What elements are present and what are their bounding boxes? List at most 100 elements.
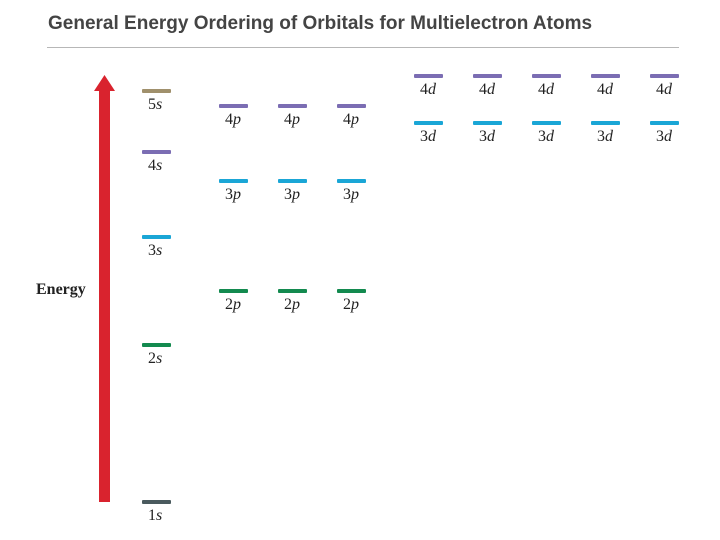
- orbital-4p-1-label-n: 4: [225, 111, 233, 128]
- orbital-2s-label-n: 2: [148, 350, 156, 367]
- orbital-3d-2-label-l: d: [487, 128, 495, 145]
- orbital-4d-2-label: 4d: [479, 82, 495, 98]
- orbital-3d-4-label-n: 3: [597, 128, 605, 145]
- orbital-4p-3-label-n: 4: [343, 111, 351, 128]
- title-divider: [47, 47, 679, 48]
- orbital-3d-3-label-l: d: [546, 128, 554, 145]
- orbital-3p-1-label-l: p: [233, 186, 241, 203]
- orbital-2p-3-label: 2p: [343, 297, 359, 313]
- orbital-4p-3-level: [337, 104, 366, 108]
- orbital-4d-1-level: [414, 74, 443, 78]
- orbital-2p-2-label-l: p: [292, 296, 300, 313]
- orbital-4s-label-n: 4: [148, 157, 156, 174]
- orbital-3p-3-level: [337, 179, 366, 183]
- orbital-4d-4-label: 4d: [597, 82, 613, 98]
- orbital-3d-4-level: [591, 121, 620, 125]
- orbital-4d-5-label-l: d: [664, 81, 672, 98]
- orbital-3d-1-label: 3d: [420, 129, 436, 145]
- orbital-1s-label: 1s: [148, 508, 162, 524]
- orbital-4p-1-level: [219, 104, 248, 108]
- orbital-4s-label: 4s: [148, 158, 162, 174]
- orbital-3p-2-label-n: 3: [284, 186, 292, 203]
- orbital-3d-1-label-n: 3: [420, 128, 428, 145]
- orbital-3p-2-label-l: p: [292, 186, 300, 203]
- orbital-3d-2-label: 3d: [479, 129, 495, 145]
- orbital-2p-3-level: [337, 289, 366, 293]
- orbital-3p-3-label-n: 3: [343, 186, 351, 203]
- orbital-4d-3-label: 4d: [538, 82, 554, 98]
- orbital-4s-level: [142, 150, 171, 154]
- orbital-2p-2-label: 2p: [284, 297, 300, 313]
- orbital-4d-4-label-l: d: [605, 81, 613, 98]
- orbital-1s-level: [142, 500, 171, 504]
- orbital-3p-3-label: 3p: [343, 187, 359, 203]
- orbital-4d-2-level: [473, 74, 502, 78]
- orbital-4d-4-level: [591, 74, 620, 78]
- orbital-4d-1-label-n: 4: [420, 81, 428, 98]
- orbital-1s-label-l: s: [156, 507, 163, 524]
- orbital-2s-label-l: s: [156, 350, 163, 367]
- orbital-4d-5-level: [650, 74, 679, 78]
- orbital-3d-4-label: 3d: [597, 129, 613, 145]
- orbital-3p-1-label: 3p: [225, 187, 241, 203]
- orbital-3d-2-level: [473, 121, 502, 125]
- orbital-4s-label-l: s: [156, 157, 163, 174]
- orbital-4p-3-label: 4p: [343, 112, 359, 128]
- orbital-4p-2-label-n: 4: [284, 111, 292, 128]
- orbital-3p-2-level: [278, 179, 307, 183]
- orbital-2p-2-label-n: 2: [284, 296, 292, 313]
- orbital-4d-3-label-l: d: [546, 81, 554, 98]
- orbital-4p-1-label-l: p: [233, 111, 241, 128]
- orbital-4d-1-label: 4d: [420, 82, 436, 98]
- orbital-3d-1-label-l: d: [428, 128, 436, 145]
- energy-arrow-head: [94, 75, 115, 91]
- energy-axis-label: Energy: [36, 281, 86, 298]
- orbital-4d-2-label-n: 4: [479, 81, 487, 98]
- orbital-3d-3-level: [532, 121, 561, 125]
- orbital-5s-label: 5s: [148, 97, 162, 113]
- orbital-4p-1-label: 4p: [225, 112, 241, 128]
- orbital-3d-2-label-n: 3: [479, 128, 487, 145]
- orbital-3p-1-label-n: 3: [225, 186, 233, 203]
- orbital-4d-2-label-l: d: [487, 81, 495, 98]
- orbital-2p-3-label-n: 2: [343, 296, 351, 313]
- orbital-3d-3-label-n: 3: [538, 128, 546, 145]
- orbital-2p-2-level: [278, 289, 307, 293]
- orbital-2p-1-level: [219, 289, 248, 293]
- orbital-1s-label-n: 1: [148, 507, 156, 524]
- orbital-4d-4-label-n: 4: [597, 81, 605, 98]
- orbital-3p-3-label-l: p: [351, 186, 359, 203]
- orbital-3d-1-level: [414, 121, 443, 125]
- orbital-3d-5-label-l: d: [664, 128, 672, 145]
- orbital-3s-label: 3s: [148, 243, 162, 259]
- orbital-4p-2-label-l: p: [292, 111, 300, 128]
- orbital-4p-3-label-l: p: [351, 111, 359, 128]
- orbital-2p-1-label-n: 2: [225, 296, 233, 313]
- orbital-3p-2-label: 3p: [284, 187, 300, 203]
- orbital-4d-5-label: 4d: [656, 82, 672, 98]
- orbital-3s-label-n: 3: [148, 242, 156, 259]
- diagram-title: General Energy Ordering of Orbitals for …: [48, 13, 593, 34]
- orbital-3d-4-label-l: d: [605, 128, 613, 145]
- orbital-4d-1-label-l: d: [428, 81, 436, 98]
- orbital-4p-2-level: [278, 104, 307, 108]
- orbital-4d-3-label-n: 4: [538, 81, 546, 98]
- orbital-4d-5-label-n: 4: [656, 81, 664, 98]
- orbital-2p-3-label-l: p: [351, 296, 359, 313]
- orbital-2s-label: 2s: [148, 351, 162, 367]
- orbital-3d-5-level: [650, 121, 679, 125]
- energy-arrow-shaft: [99, 86, 110, 502]
- orbital-2s-level: [142, 343, 171, 347]
- orbital-3d-3-label: 3d: [538, 129, 554, 145]
- orbital-3s-label-l: s: [156, 242, 163, 259]
- orbital-2p-1-label: 2p: [225, 297, 241, 313]
- orbital-3d-5-label: 3d: [656, 129, 672, 145]
- orbital-5s-label-l: s: [156, 96, 163, 113]
- orbital-3s-level: [142, 235, 171, 239]
- orbital-4d-3-level: [532, 74, 561, 78]
- orbital-2p-1-label-l: p: [233, 296, 241, 313]
- orbital-3p-1-level: [219, 179, 248, 183]
- orbital-5s-label-n: 5: [148, 96, 156, 113]
